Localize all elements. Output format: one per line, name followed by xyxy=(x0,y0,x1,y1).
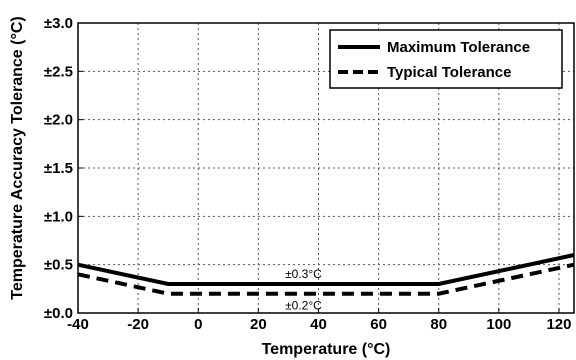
x-tick-label: 120 xyxy=(546,316,571,333)
y-tick-label: ±0.0 xyxy=(44,305,73,322)
annotation-label: ±0.3°C xyxy=(285,267,322,281)
x-tick-label: 20 xyxy=(250,316,267,333)
legend-label: Typical Tolerance xyxy=(387,64,512,81)
y-tick-label: ±3.0 xyxy=(44,15,73,32)
y-tick-label: ±1.0 xyxy=(44,208,73,225)
x-tick-label: 80 xyxy=(430,316,447,333)
legend-box xyxy=(329,29,563,89)
series-layer xyxy=(77,253,575,296)
annotations: ±0.3°C ±0.2°C xyxy=(285,267,322,313)
legend: Maximum Tolerance Typical Tolerance xyxy=(329,29,563,89)
x-tick-label: 0 xyxy=(194,316,202,333)
y-tick-label: ±2.0 xyxy=(44,112,73,129)
legend-label: Maximum Tolerance xyxy=(387,39,530,56)
x-tick-label: 100 xyxy=(486,316,511,333)
x-tick-label: -40 xyxy=(67,316,89,333)
y-axis-title: Temperature Accuracy Tolerance (°C) xyxy=(9,16,26,300)
x-tick-label: 60 xyxy=(370,316,387,333)
tick-labels: -40 -20 0 20 40 60 80 100 120 ±0.0 ±0.5 ±1.0 ±1.5 ±2.… xyxy=(44,15,572,333)
x-tick-label: 40 xyxy=(310,316,327,333)
series-line-typical-tolerance xyxy=(77,262,575,296)
series-line-maximum-tolerance xyxy=(77,253,575,286)
grid xyxy=(78,23,574,313)
annotation-label: ±0.2°C xyxy=(285,299,322,313)
x-tick-label: -20 xyxy=(127,316,149,333)
y-tick-label: ±0.5 xyxy=(44,257,73,274)
x-axis-title: Temperature (°C) xyxy=(262,341,391,358)
y-tick-label: ±1.5 xyxy=(44,160,73,177)
y-tick-label: ±2.5 xyxy=(44,63,73,80)
